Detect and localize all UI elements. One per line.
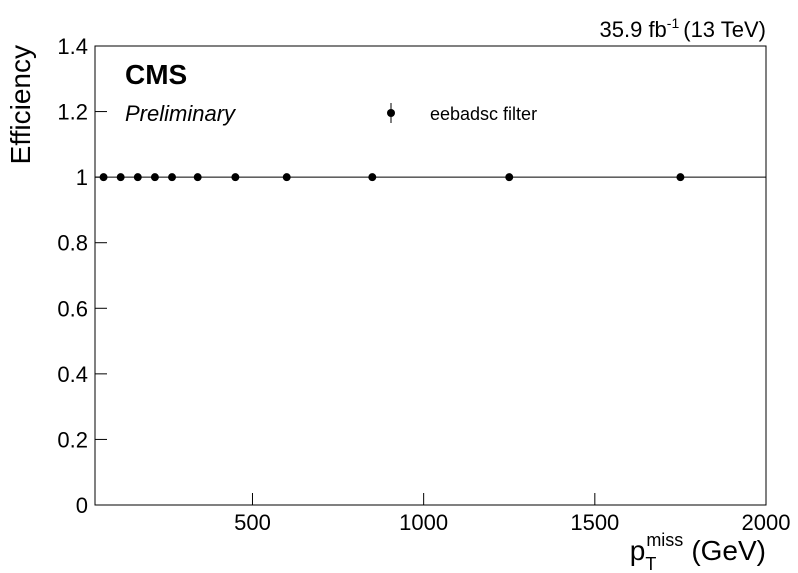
y-tick-label: 0.8 — [57, 231, 88, 256]
y-axis-label: Efficiency — [5, 45, 36, 164]
data-point — [193, 173, 202, 182]
x-label-sub: T — [645, 554, 656, 573]
x-label-rest: (GeV) — [691, 535, 766, 566]
data-point — [116, 173, 125, 182]
x-label-main: p — [630, 535, 646, 566]
lumi-label: 35.9 fb-1 (13 TeV) — [600, 15, 766, 42]
x-label-sup: miss — [646, 530, 683, 550]
data-point — [168, 173, 177, 182]
data-point — [676, 173, 685, 182]
plot-frame — [94, 45, 767, 506]
data-point — [133, 173, 142, 182]
lumi-main: 35.9 fb — [600, 17, 667, 42]
legend-label: eebadsc filter — [430, 104, 537, 124]
legend-marker — [387, 109, 395, 117]
y-tick-label: 0 — [76, 493, 88, 518]
x-tick-label: 2000 — [742, 510, 791, 535]
x-tick-label: 1500 — [570, 510, 619, 535]
x-axis-label: pTmiss (GeV) — [630, 530, 766, 573]
y-tick-label: 1 — [76, 165, 88, 190]
data-point — [505, 173, 514, 182]
data-point — [150, 173, 159, 182]
y-tick-label: 0.4 — [57, 362, 88, 387]
data-point — [231, 173, 240, 182]
y-tick-label: 0.6 — [57, 296, 88, 321]
data-point — [368, 173, 377, 182]
lumi-sup: -1 — [667, 15, 680, 31]
x-tick-label: 1000 — [399, 510, 448, 535]
y-tick-label: 1.4 — [57, 34, 88, 59]
data-point — [99, 173, 108, 182]
y-tick-label: 1.2 — [57, 100, 88, 125]
y-tick-label: 0.2 — [57, 427, 88, 452]
lumi-rest: (13 TeV) — [683, 17, 766, 42]
status-label: Preliminary — [125, 101, 237, 126]
data-point — [282, 173, 291, 182]
x-tick-label: 500 — [234, 510, 271, 535]
experiment-label: CMS — [125, 59, 187, 90]
